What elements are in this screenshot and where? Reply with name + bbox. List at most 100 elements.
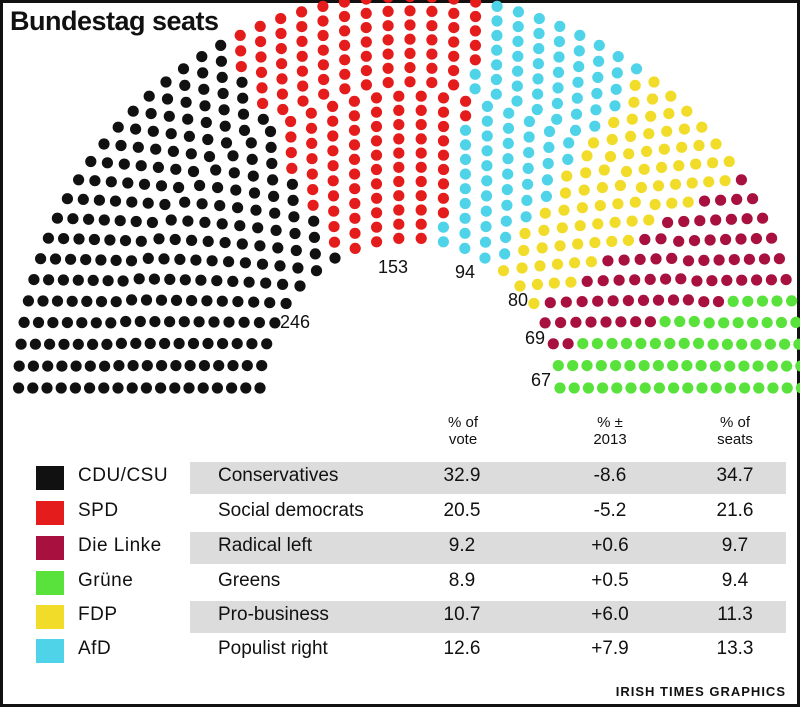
seat-dot-cducsu [83,213,95,225]
seat-dot-cducsu [173,337,185,350]
seat-dot-cducsu [216,218,228,230]
seat-dot-fdp [580,167,592,179]
seat-dot-spd [328,205,340,217]
seat-dot-cducsu [329,252,341,264]
seat-dot-spd [393,90,405,102]
seat-dot-cducsu [13,382,25,394]
seat-dot-afd [563,137,575,149]
seat-dot-grne [635,337,647,350]
seat-dot-spd [415,218,427,230]
seat-dot-cducsu [101,338,113,350]
seat-dot-spd [393,161,405,173]
seat-dot-spd [339,25,351,37]
seat-dot-afd [480,221,492,233]
seat-dot-cducsu [102,275,114,287]
seat-dot-spd [393,232,405,244]
seat-dot-cducsu [140,294,153,306]
seat-dot-fdp [572,238,584,250]
seat-dot-afd [512,21,524,33]
seat-dot-cducsu [187,337,200,350]
seat-dot-spd [404,76,416,88]
seat-dot-dielinke [725,213,738,225]
seat-dot-cducsu [195,274,207,286]
seat-dot-cducsu [250,204,262,216]
seat-dot-cducsu [127,105,139,117]
seat-dot-spd [404,19,416,31]
seat-dot-cducsu [150,143,162,155]
seat-dot-cducsu [76,317,88,329]
seat-label-fdp: 80 [508,290,529,310]
vote-pct: 9.2 [448,535,476,556]
seat-dot-grne [649,337,662,350]
seat-dot-afd [574,29,586,41]
seat-dot-fdp [681,105,693,117]
seat-dot-fdp [658,143,670,155]
seat-dot-cducsu [127,360,139,372]
seat-dot-fdp [559,187,572,199]
seat-dot-dielinke [682,255,695,267]
seat-dot-dielinke [618,254,630,266]
seat-dot-afd [540,190,553,202]
seat-dot-fdp [635,181,648,194]
seat-dot-cducsu [42,232,55,244]
seat-dot-fdp [531,278,544,290]
seat-dot-spd [317,0,329,12]
seat-dot-spd [415,119,427,131]
header-seats-line1: % of [719,414,750,431]
seat-dot-grne [693,337,705,349]
seat-dot-spd [437,207,449,219]
seat-dot-grne [638,360,650,372]
seat-dot-cducsu [227,360,239,372]
seat-dot-spd [339,39,351,52]
seat-dot-fdp [710,138,722,150]
seat-dot-dielinke [560,296,572,308]
seat-dot-afd [469,68,481,80]
seat-dot-fdp [623,148,635,160]
seat-dot-spd [393,104,405,116]
seat-dot-grne [775,316,788,329]
seat-dot-cducsu [186,234,198,246]
seat-dot-spd [348,139,361,151]
seat-dot-afd [589,120,601,132]
seat-dot-cducsu [132,141,144,153]
seat-dot-spd [448,0,460,5]
seat-dot-fdp [690,158,702,170]
seat-dot-spd [448,50,460,62]
seat-dot-cducsu [232,202,244,214]
seat-dot-cducsu [177,63,190,75]
seat-dot-afd [503,107,515,119]
seat-dot-cducsu [170,163,182,175]
seat-dot-spd [370,163,383,176]
seat-dot-cducsu [182,215,194,227]
seat-dot-cducsu [152,161,164,173]
seat-dot-cducsu [201,295,213,307]
seat-dot-cducsu [228,167,240,179]
seat-dot-cducsu [87,338,99,350]
seat-dot-spd [327,115,339,127]
seat-dot-cducsu [308,215,320,227]
seat-dot-spd [371,192,383,204]
seat-dot-spd [382,34,394,46]
seat-dot-spd [415,161,427,173]
seat-dot-grne [764,338,777,350]
seat-dot-dielinke [652,294,665,306]
seat-dot-grne [761,317,773,329]
seat-dot-spd [404,33,416,45]
seat-dot-fdp [656,161,668,173]
seat-dot-dielinke [743,253,756,265]
seat-dot-fdp [548,277,560,289]
seat-dot-spd [338,0,350,8]
seat-dot-cducsu [29,338,41,350]
seat-dot-afd [542,157,554,170]
seat-dot-cducsu [135,235,147,247]
seat-dot-cducsu [126,294,138,306]
seat-dot-fdp [551,258,564,270]
seat-dot-grne [606,337,618,350]
seat-dot-spd [360,7,372,20]
seat-dot-spd [415,175,427,188]
seat-dot-grne [793,338,800,350]
seat-dot-spd [349,212,361,224]
seat-dot-fdp [622,234,635,246]
seat-dot-grne [688,315,700,328]
seat-dot-afd [481,115,493,127]
